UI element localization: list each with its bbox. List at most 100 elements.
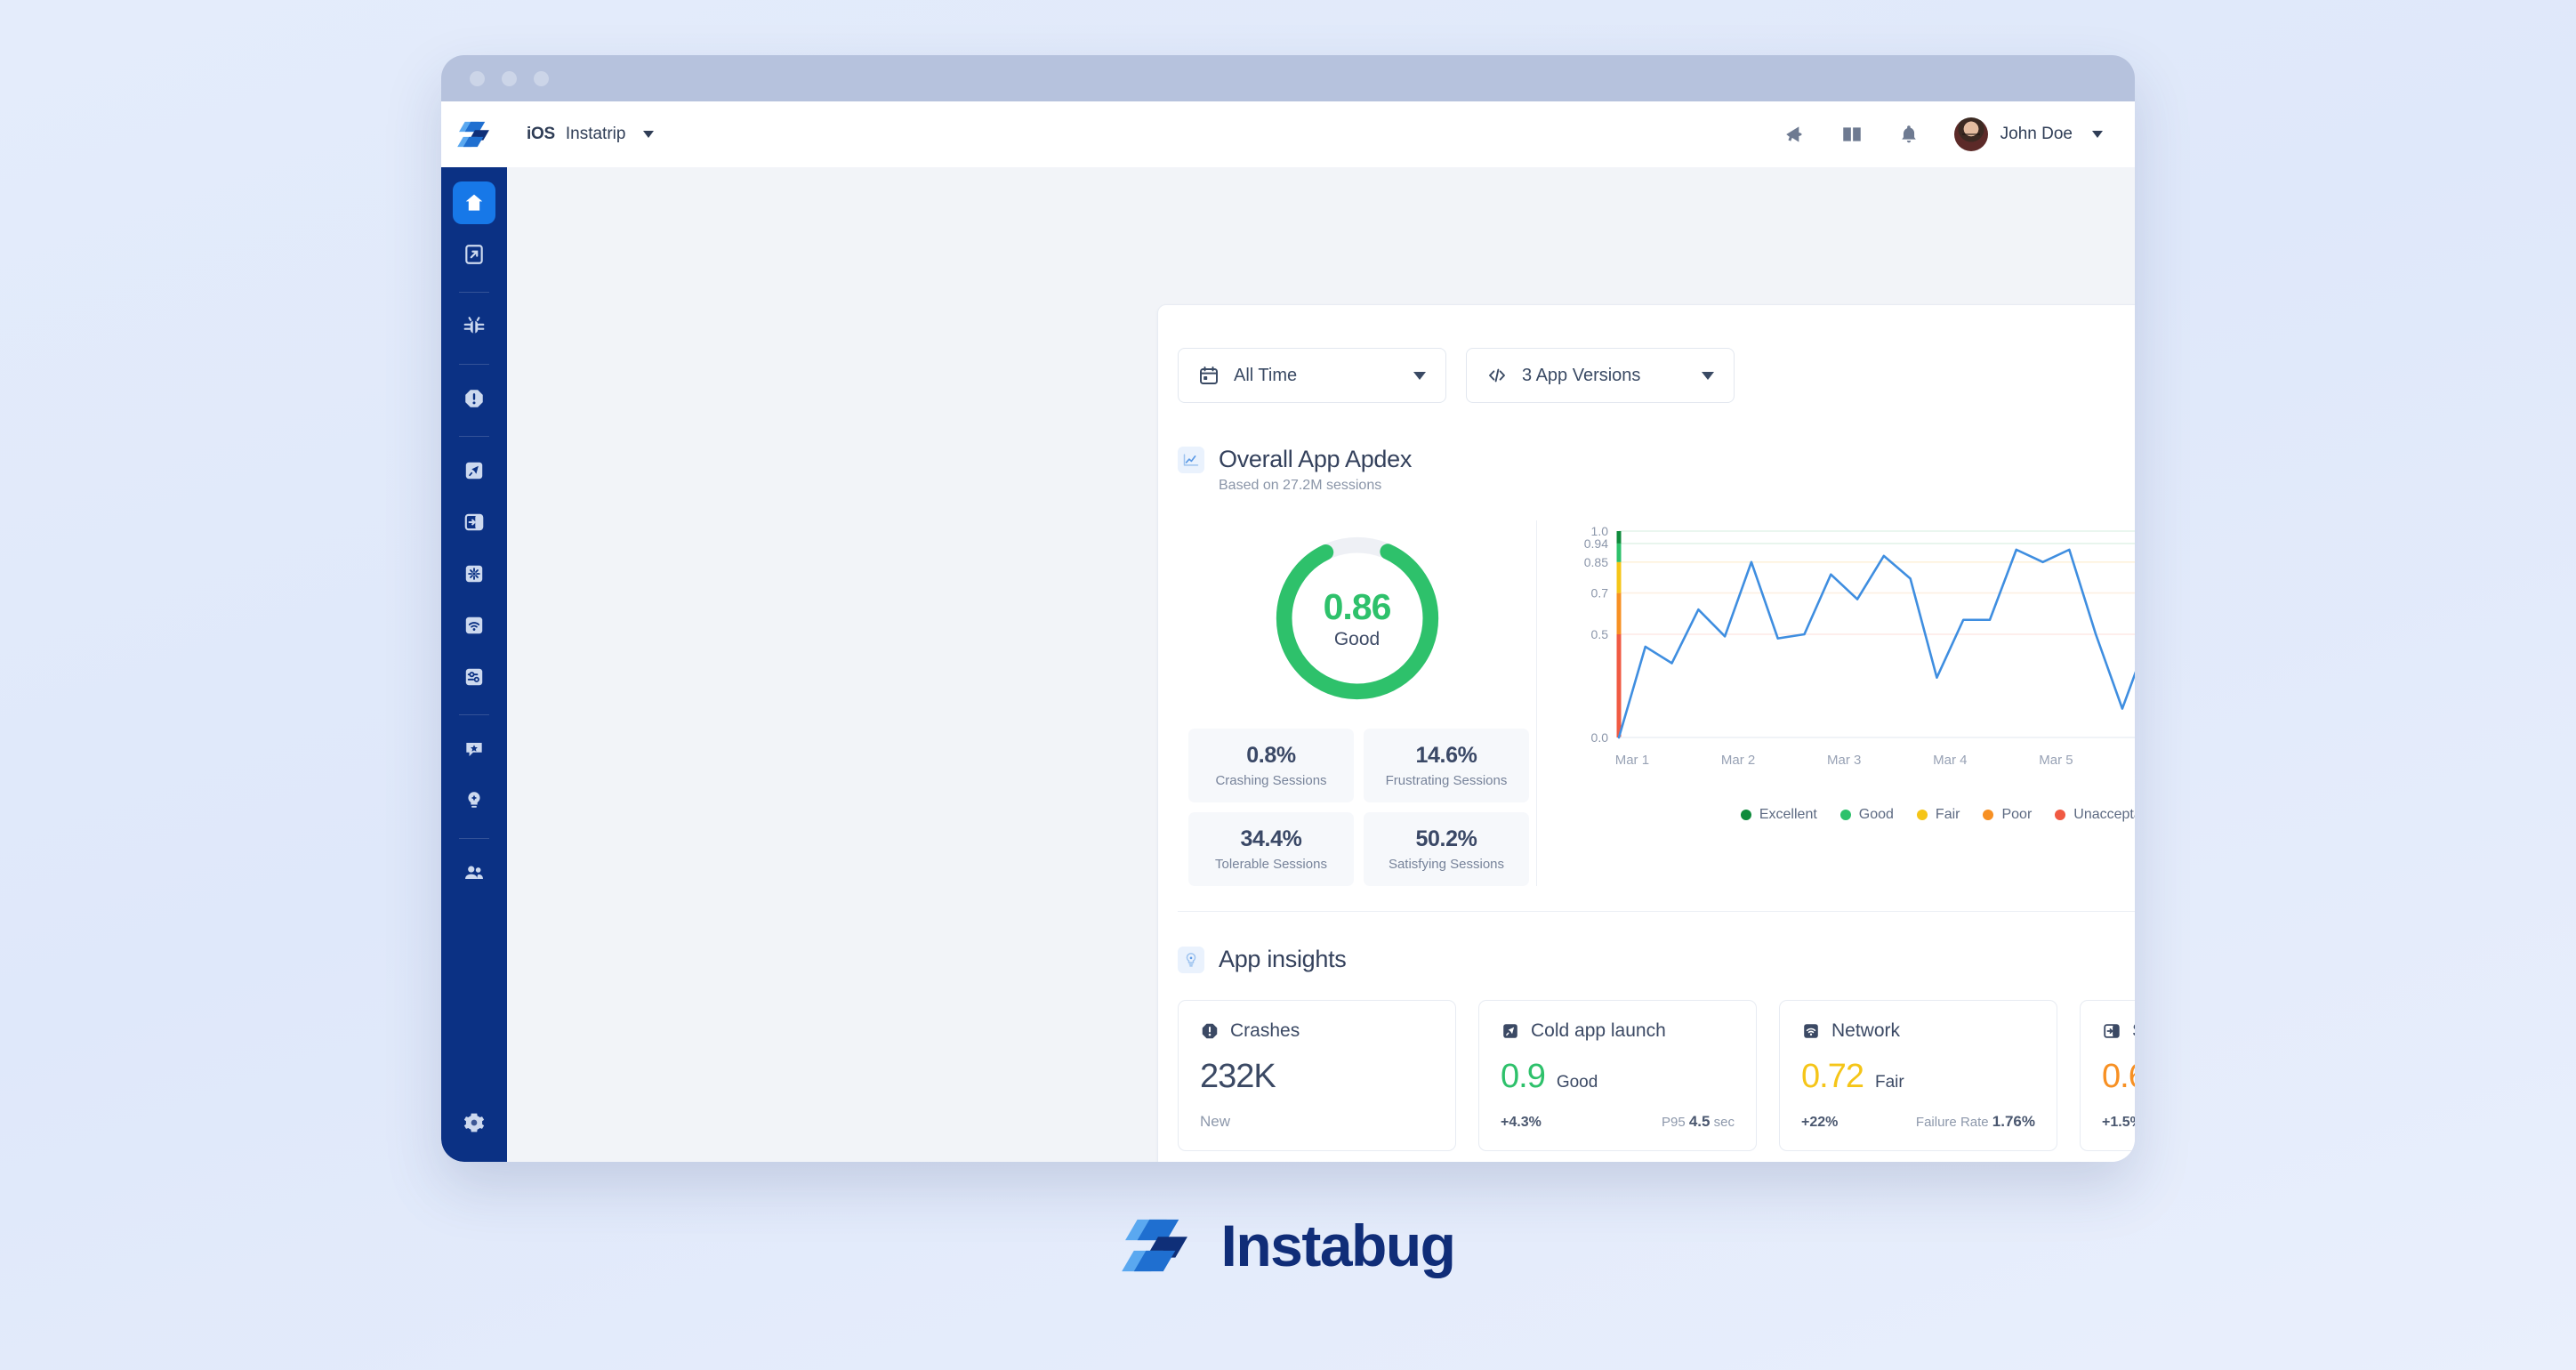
sidebar-divider [459, 838, 489, 839]
sidebar-item-crashes[interactable] [453, 377, 495, 420]
sidebar-item-team[interactable] [453, 851, 495, 894]
chevron-down-icon [1702, 371, 1714, 380]
insight-card-footer: +22% Failure Rate 1.76% [1801, 1113, 2035, 1131]
sidebar-item-screen-loading[interactable] [453, 501, 495, 544]
insight-card-header: Screen loading [2102, 1020, 2135, 1042]
stat-value: 34.4% [1240, 826, 1302, 851]
stat-label: Crashing Sessions [1215, 773, 1327, 788]
legend-label: Fair [1935, 807, 1960, 822]
insight-card-cold-app-launch[interactable]: Cold app launch 0.9 Good +4.3% P95 4.5 sec [1478, 1000, 1757, 1151]
ui-hang-icon [465, 565, 483, 583]
sidebar-item-surveys[interactable] [453, 728, 495, 770]
apdex-score: 0.86 [1323, 586, 1392, 627]
app-version-label: 3 App Versions [1522, 365, 1641, 385]
sidebar-item-home[interactable] [453, 181, 495, 224]
insight-card-rating: Good [1556, 1073, 1598, 1092]
window-close-button[interactable] [470, 70, 485, 86]
reports-icon [465, 245, 483, 264]
lightbulb-icon [1178, 946, 1204, 973]
stat-satisfying-sessions: 50.2% Satisfying Sessions [1364, 812, 1529, 886]
apdex-title: Overall App Apdex [1219, 446, 1413, 472]
chevron-down-icon [2092, 131, 2103, 138]
stat-value: 50.2% [1415, 826, 1477, 851]
insight-card-header: Network [1801, 1020, 2035, 1042]
stat-frustrating-sessions: 14.6% Frustrating Sessions [1364, 729, 1529, 802]
stat-label: Frustrating Sessions [1385, 773, 1508, 788]
rocket-icon [1503, 1024, 1517, 1038]
top-bar-actions: John Doe [1783, 117, 2135, 151]
sidebar-item-app-launches[interactable] [453, 449, 495, 492]
sidebar-divider [459, 364, 489, 365]
insight-card-metric: Failure Rate 1.76% [1915, 1113, 2035, 1130]
window-titlebar [441, 55, 2135, 101]
sidebar-item-feature-requests[interactable] [453, 779, 495, 822]
legend-item[interactable]: Unacceptable [2055, 807, 2135, 823]
insight-card-delta: +4.3% [1501, 1115, 1542, 1130]
instabug-logo-icon [457, 121, 489, 148]
svg-text:1.0: 1.0 [1591, 524, 1609, 538]
insight-card-value-row: 232K [1200, 1058, 1434, 1096]
insight-card-footer: New [1200, 1113, 1434, 1131]
sidebar-item-bugs[interactable] [453, 305, 495, 348]
book-icon[interactable] [1840, 123, 1864, 146]
svg-text:Mar 4: Mar 4 [1933, 753, 1967, 768]
time-range-label: All Time [1234, 365, 1298, 385]
lightbulb-icon [468, 792, 480, 808]
app-selector[interactable]: iOS Instatrip [527, 125, 655, 144]
legend-label: Unacceptable [2073, 807, 2135, 822]
sidebar-item-traces[interactable] [453, 656, 495, 698]
sidebar-item-settings[interactable] [453, 1101, 495, 1144]
apdex-section: Overall App Apdex Based on 27.2M session… [1178, 446, 2135, 494]
insight-card-value-row: 0.9 Good [1501, 1058, 1735, 1096]
home-icon [465, 194, 483, 211]
megaphone-icon[interactable] [1783, 123, 1807, 146]
svg-text:0.0: 0.0 [1591, 730, 1609, 745]
insight-card-network[interactable]: Network 0.72 Fair +22% Failure Rate 1.76% [1779, 1000, 2057, 1151]
bell-icon[interactable] [1897, 123, 1920, 146]
sidebar-item-ui-hangs[interactable] [453, 552, 495, 595]
stat-value: 0.8% [1246, 743, 1296, 768]
apdex-gauge: 0.86 Good [1178, 520, 1536, 705]
app-logo[interactable] [441, 101, 507, 167]
line-chart-icon [1178, 446, 1204, 473]
insight-card-metric: P95 4.5 sec [1661, 1113, 1735, 1130]
stat-label: Tolerable Sessions [1215, 857, 1327, 872]
sidebar-item-reports[interactable] [453, 233, 495, 276]
stat-value: 14.6% [1415, 743, 1477, 768]
legend-item[interactable]: Poor [1983, 807, 2032, 823]
svg-text:0.7: 0.7 [1591, 586, 1609, 600]
legend-color-dot [1983, 810, 1994, 820]
insight-card-rating: Fair [1874, 1073, 1904, 1092]
apdex-chart-column: 1.0 0.94 0.85 0.7 0.5 0.0 Mar 1 Mar 2 Mar 3 Mar 4… [1536, 520, 2135, 886]
app-version-filter[interactable]: 3 App Versions [1466, 348, 1735, 403]
instabug-logo-icon [1121, 1219, 1187, 1272]
app-frame: iOS Instatrip John Doe [441, 101, 2135, 1162]
main-content: All Time 3 App Versions [507, 167, 2135, 1162]
insight-card-crashes[interactable]: Crashes 232K New [1178, 1000, 1456, 1151]
insight-card-footer: +4.3% P95 4.5 sec [1501, 1113, 1735, 1131]
window-maximize-button[interactable] [534, 70, 549, 86]
filter-bar: All Time 3 App Versions [1158, 305, 2135, 403]
legend-color-dot [1740, 810, 1751, 820]
avatar [1953, 117, 1988, 151]
dashboard-card: All Time 3 App Versions [1157, 304, 2135, 1162]
insight-card-title: Crashes [1230, 1020, 1300, 1041]
sidebar-divider [459, 292, 489, 293]
window-minimize-button[interactable] [502, 70, 517, 86]
section-divider [1178, 911, 2135, 912]
top-navigation-bar: iOS Instatrip John Doe [441, 101, 2135, 167]
stat-tolerable-sessions: 34.4% Tolerable Sessions [1188, 812, 1354, 886]
time-range-filter[interactable]: All Time [1178, 348, 1446, 403]
insight-card-screen-loading[interactable]: Screen loading 0.67Poor +1.5%P95 3.2 sec [2080, 1000, 2135, 1151]
calendar-icon [1200, 367, 1218, 384]
sidebar-item-network[interactable] [453, 604, 495, 647]
apdex-line-chart[interactable]: 1.0 0.94 0.85 0.7 0.5 0.0 Mar 1 Mar 2 Mar 3 Mar 4… [1564, 520, 2135, 787]
user-menu[interactable]: John Doe [1953, 117, 2103, 151]
legend-item[interactable]: Good [1839, 807, 1894, 823]
insight-card-value-row: 0.72 Fair [1801, 1058, 2035, 1096]
network-icon [465, 616, 483, 634]
chevron-down-icon [1413, 371, 1426, 380]
legend-item[interactable]: Fair [1916, 807, 1960, 823]
legend-item[interactable]: Excellent [1740, 807, 1817, 823]
insight-card-value: 0.67 [2102, 1058, 2135, 1095]
